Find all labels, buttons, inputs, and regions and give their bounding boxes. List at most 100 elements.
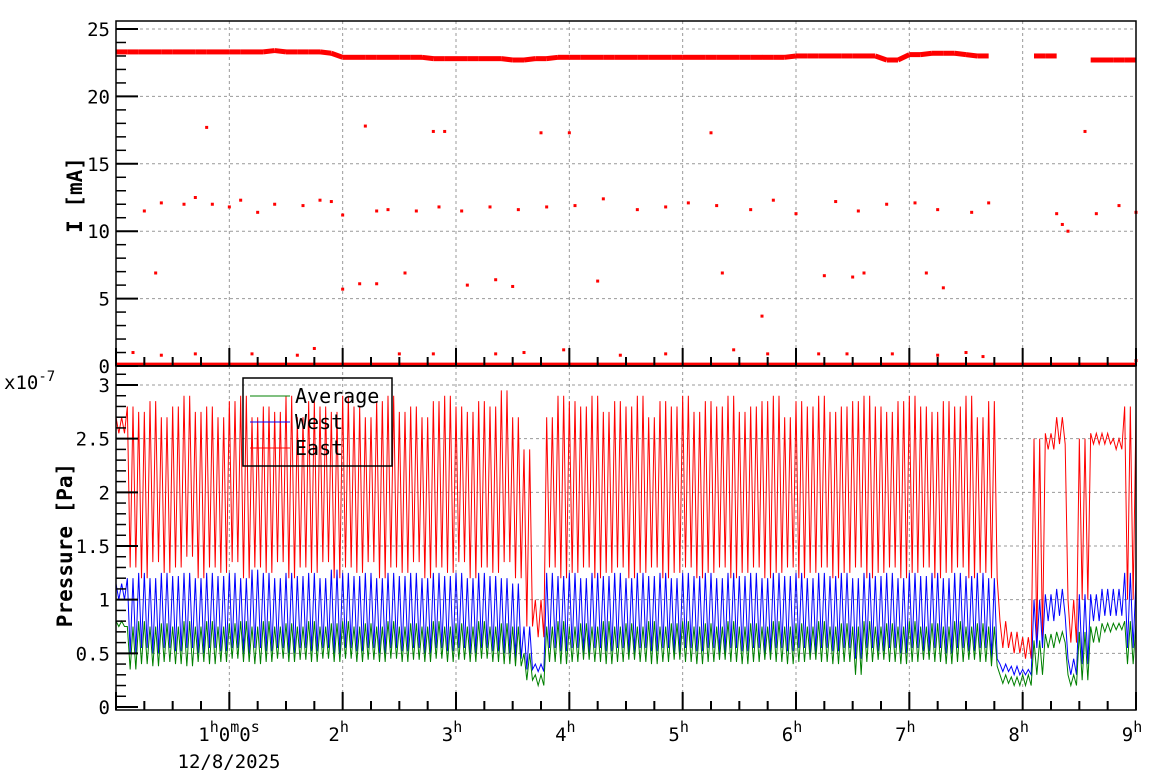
current-point <box>403 271 407 275</box>
current-point <box>760 314 764 318</box>
legend-label-west: West <box>295 410 343 434</box>
current-band-segment <box>920 50 933 58</box>
current-point <box>182 202 186 206</box>
current-band-segment <box>784 53 797 60</box>
pressure-y-tick-label: 2.5 <box>76 429 110 451</box>
current-band-segment <box>330 50 344 60</box>
current-point <box>375 282 379 286</box>
current-point <box>924 271 928 275</box>
current-point <box>964 351 968 355</box>
x-tick-label-2h: 2h <box>328 718 348 746</box>
x-tick-label-1h: 1h0m0s <box>198 718 259 746</box>
legend-box <box>242 377 393 467</box>
current-band-segment <box>523 56 536 63</box>
current-point <box>720 271 724 275</box>
current-point <box>890 352 894 356</box>
current-point <box>635 208 639 212</box>
current-point <box>822 274 826 278</box>
pressure-y-tick-label: 1.5 <box>76 536 110 558</box>
x-axis-date: 12/8/2025 <box>178 751 281 773</box>
current-y-tick-label: 0 <box>99 356 110 378</box>
current-y-tick-label: 5 <box>99 289 110 311</box>
current-point <box>981 355 985 359</box>
current-point <box>159 353 163 357</box>
x-axis-labels: 1h0m0s 12/8/2025 2h 3h 4h 5h 6h 7h 8h 9h <box>178 718 1143 773</box>
current-point <box>494 278 498 282</box>
current-point <box>1055 212 1059 216</box>
current-point <box>142 209 146 213</box>
current-point <box>516 208 520 212</box>
current-point <box>913 201 917 205</box>
pressure-y-axis-title: Pressure [Pa] <box>53 463 77 627</box>
current-point <box>545 205 549 209</box>
current-point <box>1060 222 1064 226</box>
current-point <box>562 348 566 352</box>
current-point <box>618 353 622 357</box>
pressure-y-tick-label: 3 <box>99 375 110 397</box>
current-point <box>205 125 209 129</box>
current-frame <box>115 20 1137 367</box>
legend-label-average: Average <box>295 384 379 408</box>
current-point <box>465 283 469 287</box>
current-point <box>771 198 775 202</box>
current-point <box>522 351 526 355</box>
x-tick-label-6h: 6h <box>782 718 802 746</box>
current-point <box>494 352 498 356</box>
current-point <box>329 200 333 204</box>
current-point <box>227 205 231 209</box>
current-band-segment <box>274 48 287 55</box>
current-point <box>1094 212 1098 216</box>
pressure-y-tick-label: 2 <box>99 482 110 504</box>
current-point <box>358 282 362 286</box>
current-point <box>250 352 254 356</box>
current-y-tick-label: 20 <box>87 86 110 108</box>
current-point <box>1117 204 1121 208</box>
current-point <box>488 205 492 209</box>
current-point <box>601 197 605 201</box>
current-point <box>970 210 974 214</box>
pressure-y-tick-label: 0.5 <box>76 643 110 665</box>
current-point <box>1066 229 1070 233</box>
current-band-segment <box>319 49 332 56</box>
current-point <box>834 200 838 204</box>
current-band-segment <box>954 50 967 58</box>
series-line-east <box>115 390 1137 659</box>
current-panel: 0 5 10 15 20 25 <box>87 19 1138 378</box>
current-point <box>312 346 316 350</box>
current-point <box>193 196 197 199</box>
current-point <box>596 279 600 283</box>
current-point <box>443 129 447 133</box>
current-point <box>239 198 243 202</box>
current-point <box>431 129 435 133</box>
current-point <box>256 210 260 214</box>
current-point <box>295 353 299 357</box>
current-point <box>664 352 668 356</box>
current-point <box>987 201 991 205</box>
current-point <box>941 286 945 290</box>
current-point <box>460 209 464 213</box>
current-point <box>363 124 367 128</box>
current-point <box>732 348 736 352</box>
current-point <box>437 205 441 209</box>
current-point <box>749 208 753 212</box>
current-band-segment <box>546 54 559 62</box>
pressure-y-tick-label: 0 <box>99 697 110 719</box>
pressure-y-multiplier: x10-7 <box>4 369 55 394</box>
legend-label-east: East <box>295 436 343 460</box>
current-point <box>273 202 277 206</box>
current-band-segment <box>421 54 434 62</box>
current-point <box>794 212 798 216</box>
pressure-panel: 0 0.5 1 1.5 2 2.5 3 <box>76 365 1137 719</box>
current-band-segment <box>263 48 275 55</box>
pressure-y-tick-label: 1 <box>99 590 110 612</box>
current-point <box>301 204 305 208</box>
current-y-axis-title: I [mA] <box>63 157 87 233</box>
current-point <box>431 352 435 356</box>
current-point <box>851 275 855 279</box>
current-point <box>341 287 345 291</box>
current-y-tick-label: 10 <box>87 221 110 243</box>
current-point <box>856 209 860 213</box>
x-tick-label-7h: 7h <box>895 718 915 746</box>
current-band-segment <box>965 52 978 59</box>
current-point <box>885 202 889 206</box>
